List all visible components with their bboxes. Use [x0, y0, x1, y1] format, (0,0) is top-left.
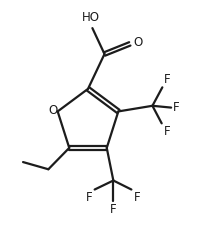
- Text: F: F: [173, 101, 180, 114]
- Text: F: F: [163, 125, 170, 138]
- Text: F: F: [164, 73, 171, 86]
- Text: HO: HO: [82, 11, 100, 24]
- Text: F: F: [110, 203, 117, 216]
- Text: O: O: [48, 104, 57, 117]
- Text: F: F: [86, 191, 92, 204]
- Text: F: F: [134, 191, 140, 204]
- Text: O: O: [134, 36, 143, 49]
